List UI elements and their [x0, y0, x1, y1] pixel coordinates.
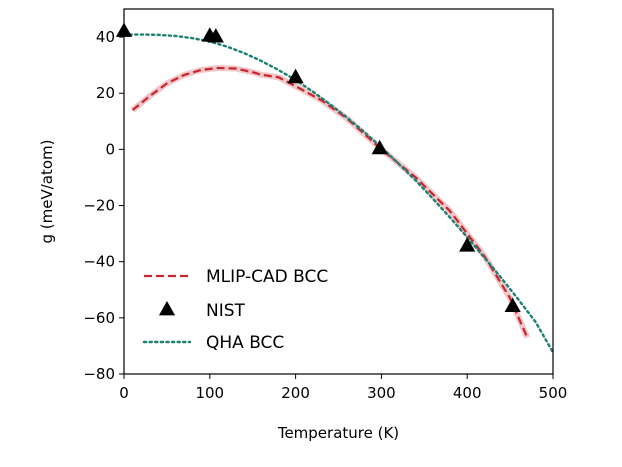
- axes-frame: [123, 8, 554, 375]
- x-tick-label: 200: [281, 384, 310, 402]
- plot-area: [115, 22, 553, 354]
- x-tick-label: 400: [453, 384, 482, 402]
- mlip-uncertainty-band: [130, 64, 531, 339]
- y-tick-label: 20: [96, 84, 115, 102]
- y-tick-label: −20: [83, 197, 115, 215]
- nist-point: [504, 297, 521, 313]
- axis-ticks: 0 100 200 300 400 500 −80 −60 −40 −20 0 20 40: [83, 28, 567, 402]
- nist-point: [287, 68, 304, 84]
- x-tick-label: 0: [119, 384, 129, 402]
- plot-clip-group: [124, 33, 553, 354]
- qha-bcc-line: [124, 33, 553, 354]
- legend-nist-label: NIST: [206, 301, 246, 321]
- nist-point: [371, 139, 388, 155]
- y-tick-label: 40: [96, 28, 115, 46]
- y-axis-label: g (meV/atom): [38, 139, 56, 243]
- nist-point: [207, 28, 224, 43]
- y-tick-label: −40: [83, 253, 115, 271]
- legend-nist-marker: [158, 301, 176, 316]
- legend-qha-label: QHA BCC: [206, 333, 284, 353]
- legend: MLIP-CAD BCC NIST QHA BCC: [142, 267, 328, 353]
- legend-mlip-label: MLIP-CAD BCC: [206, 267, 328, 287]
- y-tick-label: −60: [83, 309, 115, 327]
- x-tick-label: 300: [367, 384, 396, 402]
- x-tick-label: 100: [195, 384, 224, 402]
- x-tick-label: 500: [539, 384, 568, 402]
- nist-point: [459, 237, 476, 252]
- y-tick-label: −80: [83, 365, 115, 383]
- mlip-cad-bcc-line: [131, 66, 529, 338]
- x-axis-label: Temperature (K): [277, 424, 399, 442]
- y-tick-label: 0: [105, 140, 115, 158]
